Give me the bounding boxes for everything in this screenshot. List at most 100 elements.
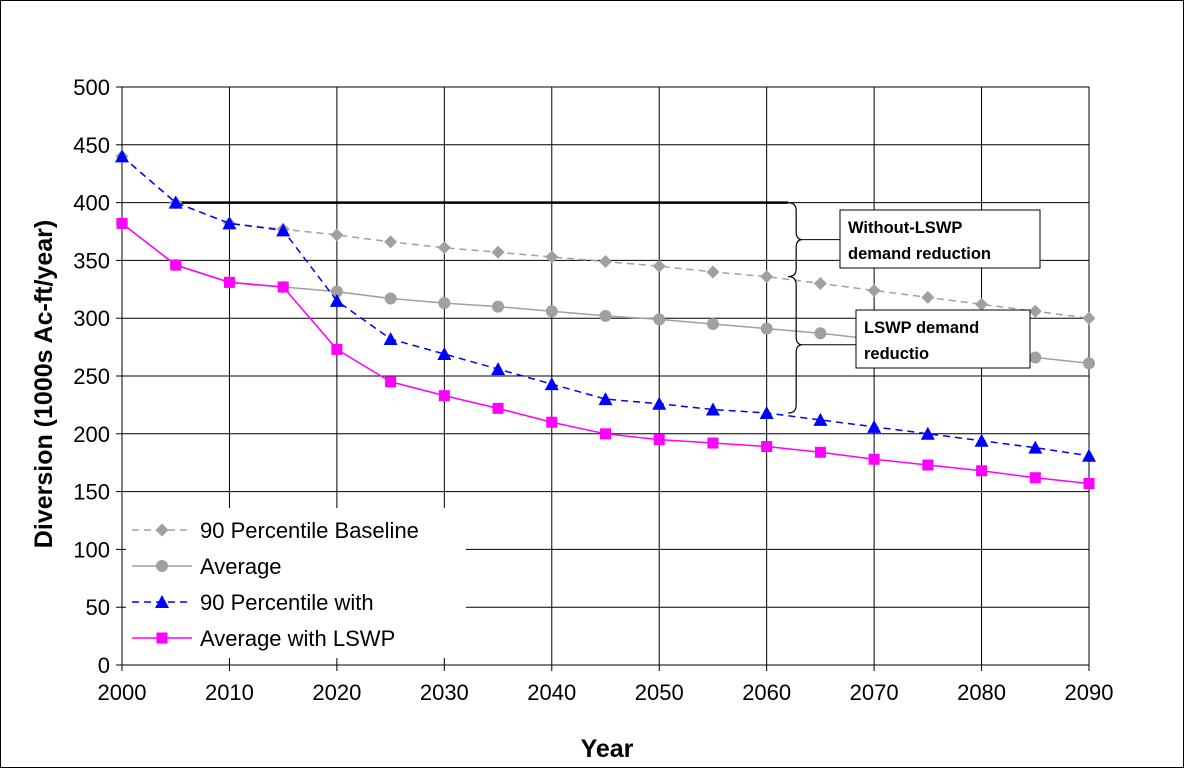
x-tick-label: 2060 xyxy=(742,680,791,705)
data-point xyxy=(598,392,613,406)
data-point xyxy=(920,426,935,440)
data-point xyxy=(705,402,720,416)
data-point xyxy=(921,290,935,304)
x-tick-label: 2000 xyxy=(98,680,147,705)
data-point xyxy=(707,437,719,449)
x-tick-label: 2070 xyxy=(850,680,899,705)
data-point xyxy=(384,292,397,305)
data-point xyxy=(599,255,612,269)
legend-background xyxy=(126,508,466,658)
data-point xyxy=(330,228,344,242)
data-point xyxy=(1083,478,1095,490)
annotation-text: demand reduction xyxy=(848,245,991,263)
data-point xyxy=(1029,351,1042,364)
data-point xyxy=(653,313,666,326)
data-point xyxy=(1082,311,1096,325)
data-point xyxy=(277,281,289,293)
y-tick-label: 200 xyxy=(73,422,110,447)
data-point xyxy=(545,250,559,264)
data-point xyxy=(706,265,720,279)
legend: 90 Percentile Baseline Average 90 Percenti… xyxy=(126,508,466,658)
series-2 xyxy=(115,149,1096,462)
y-tick-label: 250 xyxy=(73,364,110,389)
data-point xyxy=(330,285,343,298)
data-point xyxy=(706,317,719,330)
legend-label: 90 Percentile with xyxy=(200,590,374,615)
data-point xyxy=(1029,472,1041,484)
annotation-lswp: LSWP demand reductio xyxy=(788,275,1031,414)
legend-item: 90 Percentile Baseline xyxy=(132,518,419,543)
data-point xyxy=(437,241,451,255)
data-point xyxy=(974,433,989,447)
data-point xyxy=(491,245,505,259)
data-point xyxy=(813,277,827,291)
legend-label: Average xyxy=(200,554,282,579)
data-point xyxy=(652,396,667,410)
data-point xyxy=(975,297,989,311)
y-tick-label: 400 xyxy=(73,191,110,216)
data-point xyxy=(867,419,882,433)
legend-swatch-marker xyxy=(155,595,169,608)
data-point xyxy=(385,376,397,388)
data-point xyxy=(276,223,291,237)
annotation-box xyxy=(855,309,1031,369)
data-point xyxy=(761,441,773,453)
data-point xyxy=(867,283,881,297)
data-point xyxy=(652,259,666,273)
legend-swatch-marker xyxy=(156,560,168,572)
y-tick-label: 500 xyxy=(73,75,110,100)
x-tick-label: 2080 xyxy=(957,680,1006,705)
data-point xyxy=(600,428,611,440)
data-point xyxy=(329,293,344,307)
series-layer xyxy=(115,149,1096,490)
data-point xyxy=(868,453,880,465)
data-point xyxy=(1083,357,1095,370)
legend-swatch-marker xyxy=(155,523,169,537)
x-tick-label: 2030 xyxy=(420,680,469,705)
x-axis-label: Year xyxy=(581,735,634,763)
data-point xyxy=(492,300,505,313)
legend-item: Average with LSWP xyxy=(132,626,395,651)
y-tick-label: 100 xyxy=(73,537,110,562)
data-point xyxy=(813,412,828,426)
data-point xyxy=(653,434,665,446)
data-point xyxy=(1028,440,1043,454)
legend-swatch-marker xyxy=(156,632,168,644)
y-axis-label: Diversion (1000s Ac-ft/year) xyxy=(30,220,58,548)
y-tick-label: 50 xyxy=(86,595,110,620)
series-3 xyxy=(116,217,1095,490)
data-point xyxy=(760,322,773,335)
annotation-text: Without-LSWP xyxy=(848,219,962,237)
data-point xyxy=(814,327,827,340)
y-tick-label: 450 xyxy=(73,133,110,158)
data-point xyxy=(116,217,128,229)
data-point xyxy=(760,270,774,284)
legend-label: 90 Percentile Baseline xyxy=(200,518,419,543)
annotation-text: LSWP demand xyxy=(864,319,979,337)
y-tick-label: 300 xyxy=(73,306,110,331)
annotation-text: reductio xyxy=(864,345,929,363)
data-point xyxy=(331,343,343,355)
y-tick-label: 0 xyxy=(98,653,110,678)
data-point xyxy=(437,347,452,361)
x-tick-label: 2040 xyxy=(527,680,576,705)
x-tick-label: 2050 xyxy=(635,680,684,705)
data-point xyxy=(814,446,826,458)
data-point xyxy=(222,216,237,230)
data-point xyxy=(170,259,182,271)
data-point xyxy=(759,405,774,419)
annotation-box xyxy=(839,209,1041,269)
data-point xyxy=(115,149,129,163)
data-point xyxy=(546,416,558,428)
x-tick-label: 2020 xyxy=(312,680,361,705)
data-point xyxy=(1082,448,1096,462)
data-point xyxy=(384,235,398,249)
y-axis-ticks: 0 50 100 150 200 250 300 350 400 450 500 xyxy=(73,75,122,678)
x-tick-label: 2010 xyxy=(205,680,254,705)
annotations-layer: Without-LSWP demand reduction LSWP demand r… xyxy=(788,202,1041,414)
x-axis-ticks: 2000 2010 2020 2030 2040 2050 2060 2070 2080 2090 xyxy=(98,665,1113,705)
data-point xyxy=(168,195,183,209)
data-point xyxy=(438,297,451,310)
legend-item: 90 Percentile with xyxy=(132,590,374,615)
